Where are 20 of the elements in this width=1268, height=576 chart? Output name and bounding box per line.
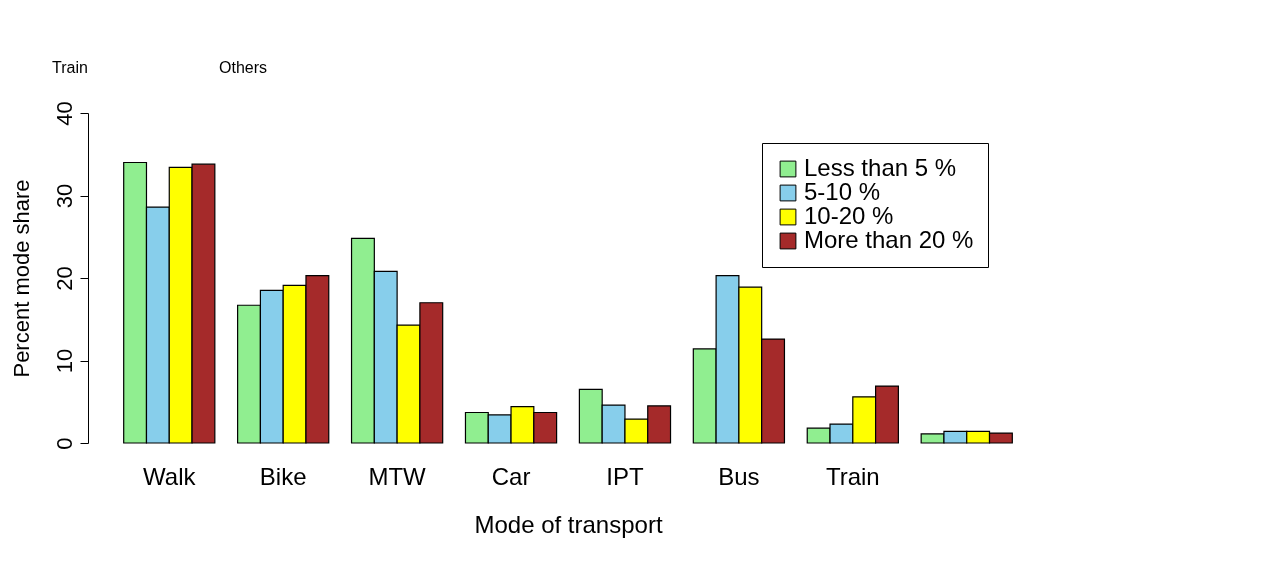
x-tick-label: Train xyxy=(825,462,880,490)
x-tick-label: Car xyxy=(491,462,531,490)
y-tick-label: 30 xyxy=(51,183,77,209)
x-tick-label: Bike xyxy=(259,462,307,490)
x-tick-label: Bus xyxy=(718,462,760,490)
y-axis-title: Percent mode share xyxy=(8,179,34,378)
x-tick-label: MTW xyxy=(368,462,427,490)
legend-label: 10-20 % xyxy=(804,202,894,229)
legend-label: 5-10 % xyxy=(804,178,881,205)
text: Others xyxy=(218,59,268,76)
text: Train xyxy=(52,59,88,76)
y-tick-label: 40 xyxy=(51,101,77,126)
y-tick-label: 10 xyxy=(51,348,77,374)
x-tick-label: Walk xyxy=(143,462,197,490)
x-tick-label: IPT xyxy=(606,462,644,490)
legend-label: Less than 5 % xyxy=(804,154,957,181)
legend-label: More than 20 % xyxy=(804,226,974,253)
y-tick-label: 20 xyxy=(51,266,77,291)
y-tick-label: 0 xyxy=(51,437,77,450)
x-axis-title: Mode of transport xyxy=(474,510,663,538)
